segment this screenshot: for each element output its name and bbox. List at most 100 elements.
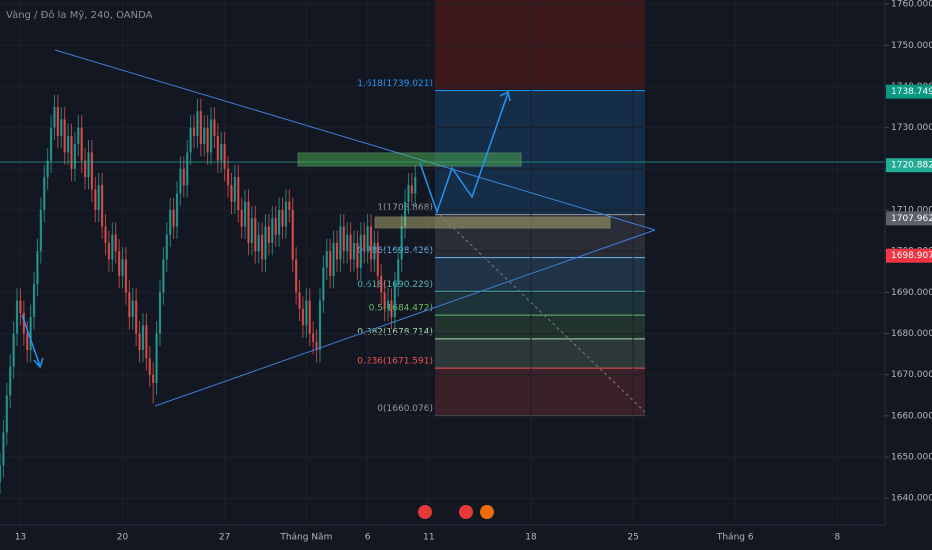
fib-zone [435,257,645,292]
candle-body [63,119,66,153]
x-tick-label: 18 [525,533,537,543]
candle-body [203,127,206,145]
event-icon[interactable] [459,505,473,519]
candle-body [114,234,117,252]
y-tick-label: 1660.000 [891,411,932,421]
candle-body [271,218,274,243]
candle-body [29,317,32,350]
candle-body [329,251,332,276]
candle-body [90,152,94,190]
candle-body [121,259,124,276]
trend-line [154,229,656,407]
candle-body [223,144,226,169]
candle-body [383,292,386,309]
candle-body [349,234,352,260]
candle-body [376,242,379,276]
candle-body [179,168,182,194]
candle-body [346,234,349,252]
candle-body [281,210,284,227]
candle-body [169,210,172,235]
candle-body [291,210,294,260]
fib-zone [435,315,645,339]
candle-body [162,259,165,293]
candle-body [315,341,318,350]
x-tick-label: 8 [834,533,840,543]
candle-body [77,127,80,145]
candle-body [49,127,53,161]
fib-label: 0.382(1678.714) [357,327,433,337]
y-tick-label: 1680.000 [891,329,932,339]
y-tick-label: 1650.000 [891,453,932,463]
y-tick-label: 1710.000 [891,206,932,216]
zone-box [297,152,522,167]
candle-body [141,325,145,350]
candle-body [9,366,12,396]
candle-body [128,292,131,318]
fib-label: 0(1660.076) [377,404,433,414]
candle-body [284,201,288,227]
candle-body [213,119,216,136]
y-tick-label: 1690.000 [891,288,932,298]
x-tick-label: Tháng Năm [279,533,332,543]
candle-body [209,119,213,153]
candle-body [257,234,260,252]
candle-body [43,177,46,210]
candle-body [94,189,97,210]
candle-body [107,242,111,260]
candle-body [206,127,209,153]
candle-body [240,210,243,227]
candle-body [26,333,29,350]
candle-body [131,300,134,318]
candle-body [83,160,87,178]
candle-body [226,168,230,186]
x-tick-label: Tháng 6 [716,533,754,543]
candle-body [111,234,114,260]
candle-body [237,177,240,210]
candle-body [101,185,104,227]
candle-body [243,201,247,227]
candle-body [182,168,185,186]
candle-body [39,210,42,252]
candle-body [220,144,223,161]
fib-label: 0.236(1671.591) [357,357,433,367]
candle-body [104,226,107,243]
drawing-layer: 1.618(1739.021)1(1708.868)0.786(1698.426… [357,0,645,417]
candle-body [298,292,301,309]
candle-body [15,300,19,334]
stop-zone [435,0,645,89]
candle-body [260,234,264,260]
candle-body [305,300,308,326]
arrow [21,314,41,367]
candle-body [339,226,342,260]
x-tick-label: 6 [365,533,371,543]
candle-body [373,242,376,260]
candle-body [145,325,148,359]
candle-body [288,201,291,210]
price-badge-label: 1698.907 [891,251,932,261]
candle-body [352,242,356,260]
fib-zone [435,214,645,258]
event-icon[interactable] [418,505,432,519]
y-tick-label: 1640.000 [891,494,932,504]
candle-body [46,160,49,178]
chart-title: Vàng / Đô la Mỹ, 240, OANDA [6,9,153,21]
candle-body [87,152,90,178]
candle-body [410,185,413,194]
trend-line [54,49,656,231]
candle-body [264,226,267,260]
x-tick-label: 25 [627,533,638,543]
candle-body [342,226,345,252]
candle-body [335,242,339,260]
candle-body [295,259,298,293]
drawings [0,49,885,519]
candle-body [172,210,175,227]
candle-body [400,226,403,260]
price-badge [886,248,932,263]
candle-body [414,177,417,194]
arrow-head [499,90,511,102]
candle-body [175,193,179,227]
event-icon[interactable] [480,505,494,519]
candle-body [386,300,390,309]
